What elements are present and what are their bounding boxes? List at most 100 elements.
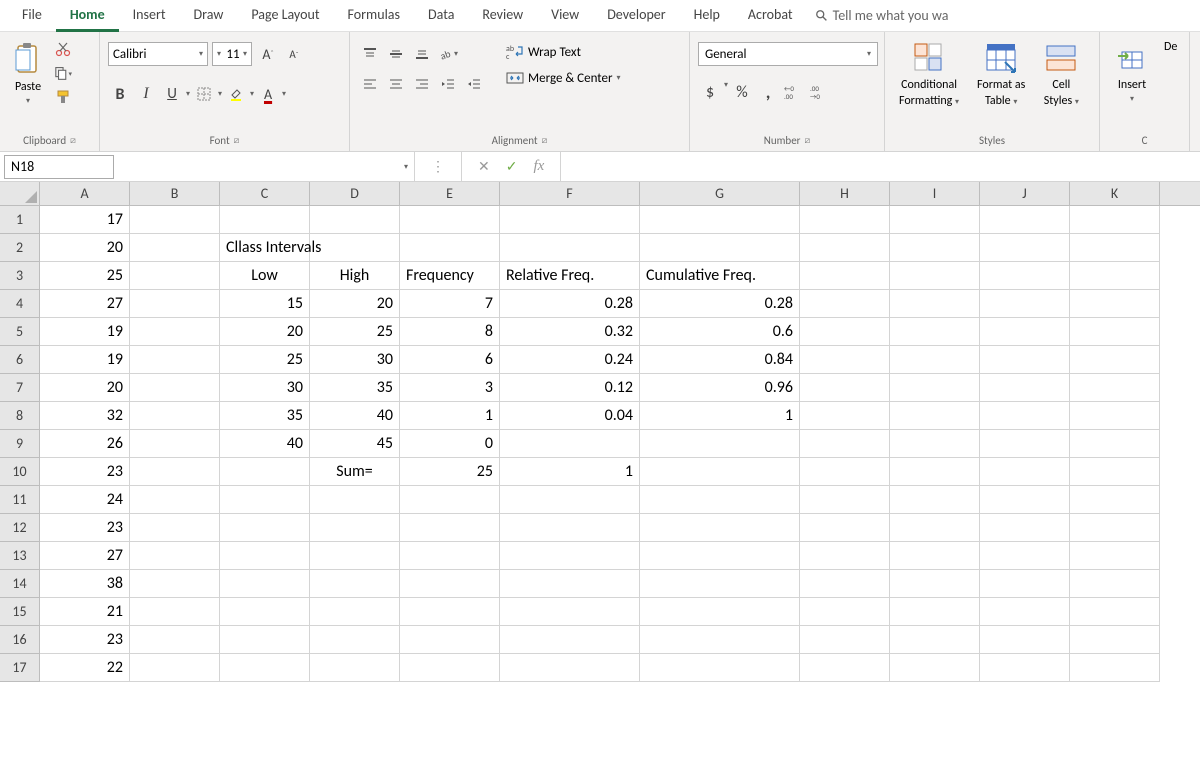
name-box[interactable]: N18 [4,155,114,179]
row-header-2[interactable]: 2 [0,234,40,262]
cell-styles-button[interactable]: Cell Styles ▾ [1037,40,1085,108]
cell-E17[interactable] [400,654,500,682]
cell-C8[interactable]: 35 [220,402,310,430]
column-header-C[interactable]: C [220,182,310,205]
cell-E3[interactable]: Frequency [400,262,500,290]
cell-K10[interactable] [1070,458,1160,486]
comma-button[interactable]: , [756,80,780,104]
cell-D5[interactable]: 25 [310,318,400,346]
cell-B17[interactable] [130,654,220,682]
decrease-indent-button[interactable] [436,72,460,96]
cell-H2[interactable] [800,234,890,262]
cell-I11[interactable] [890,486,980,514]
cell-J11[interactable] [980,486,1070,514]
cell-K11[interactable] [1070,486,1160,514]
cell-F11[interactable] [500,486,640,514]
cell-I3[interactable] [890,262,980,290]
cell-E8[interactable]: 1 [400,402,500,430]
cell-D7[interactable]: 35 [310,374,400,402]
column-header-G[interactable]: G [640,182,800,205]
cell-K16[interactable] [1070,626,1160,654]
cell-J6[interactable] [980,346,1070,374]
cell-F1[interactable] [500,206,640,234]
row-header-16[interactable]: 16 [0,626,40,654]
cell-J16[interactable] [980,626,1070,654]
cell-B10[interactable] [130,458,220,486]
cell-G10[interactable] [640,458,800,486]
cell-A17[interactable]: 22 [40,654,130,682]
cell-K4[interactable] [1070,290,1160,318]
row-header-5[interactable]: 5 [0,318,40,346]
cell-A9[interactable]: 26 [40,430,130,458]
row-header-6[interactable]: 6 [0,346,40,374]
more-icon[interactable]: ⋮ [427,158,449,175]
column-header-E[interactable]: E [400,182,500,205]
cell-J4[interactable] [980,290,1070,318]
cell-J13[interactable] [980,542,1070,570]
percent-button[interactable]: % [730,80,754,104]
row-header-9[interactable]: 9 [0,430,40,458]
font-size-select[interactable]: ▾11▾ [212,42,252,66]
cell-K1[interactable] [1070,206,1160,234]
font-name-select[interactable]: Calibri▾ [108,42,208,66]
italic-button[interactable]: I [134,82,158,106]
cell-A11[interactable]: 24 [40,486,130,514]
cell-E16[interactable] [400,626,500,654]
align-right-button[interactable] [410,72,434,96]
cell-D16[interactable] [310,626,400,654]
cell-I4[interactable] [890,290,980,318]
cell-C1[interactable] [220,206,310,234]
paste-button[interactable]: Paste ▾ [8,36,48,110]
cells-area[interactable]: 1720Cllass Intervals25LowHighFrequencyRe… [40,206,1160,682]
cell-I8[interactable] [890,402,980,430]
fill-color-button[interactable] [224,82,248,106]
menu-tab-developer[interactable]: Developer [593,0,679,32]
cell-C11[interactable] [220,486,310,514]
cell-J17[interactable] [980,654,1070,682]
cell-H7[interactable] [800,374,890,402]
menu-tab-data[interactable]: Data [414,0,468,32]
menu-tab-review[interactable]: Review [468,0,537,32]
cell-I17[interactable] [890,654,980,682]
cell-K5[interactable] [1070,318,1160,346]
wrap-text-button[interactable]: abc Wrap Text [500,42,627,62]
cell-G12[interactable] [640,514,800,542]
cell-G16[interactable] [640,626,800,654]
cell-A1[interactable]: 17 [40,206,130,234]
cell-I15[interactable] [890,598,980,626]
menu-tab-acrobat[interactable]: Acrobat [734,0,807,32]
cell-C14[interactable] [220,570,310,598]
cell-A5[interactable]: 19 [40,318,130,346]
cell-B5[interactable] [130,318,220,346]
cell-H9[interactable] [800,430,890,458]
column-header-H[interactable]: H [800,182,890,205]
cell-I12[interactable] [890,514,980,542]
row-header-1[interactable]: 1 [0,206,40,234]
cell-E9[interactable]: 0 [400,430,500,458]
cell-F3[interactable]: Relative Freq. [500,262,640,290]
cell-F13[interactable] [500,542,640,570]
cell-J15[interactable] [980,598,1070,626]
cell-C3[interactable]: Low [220,262,310,290]
cell-C13[interactable] [220,542,310,570]
cell-H10[interactable] [800,458,890,486]
cell-J8[interactable] [980,402,1070,430]
cell-G17[interactable] [640,654,800,682]
cell-H15[interactable] [800,598,890,626]
cell-F17[interactable] [500,654,640,682]
row-header-7[interactable]: 7 [0,374,40,402]
delete-button[interactable]: De [1162,40,1179,54]
cell-D3[interactable]: High [310,262,400,290]
increase-indent-button[interactable] [462,72,486,96]
cell-J14[interactable] [980,570,1070,598]
cell-E1[interactable] [400,206,500,234]
select-all-button[interactable] [0,182,40,205]
cell-F7[interactable]: 0.12 [500,374,640,402]
cell-D17[interactable] [310,654,400,682]
row-header-8[interactable]: 8 [0,402,40,430]
align-center-button[interactable] [384,72,408,96]
cell-F5[interactable]: 0.32 [500,318,640,346]
cell-H13[interactable] [800,542,890,570]
cell-I16[interactable] [890,626,980,654]
row-header-13[interactable]: 13 [0,542,40,570]
